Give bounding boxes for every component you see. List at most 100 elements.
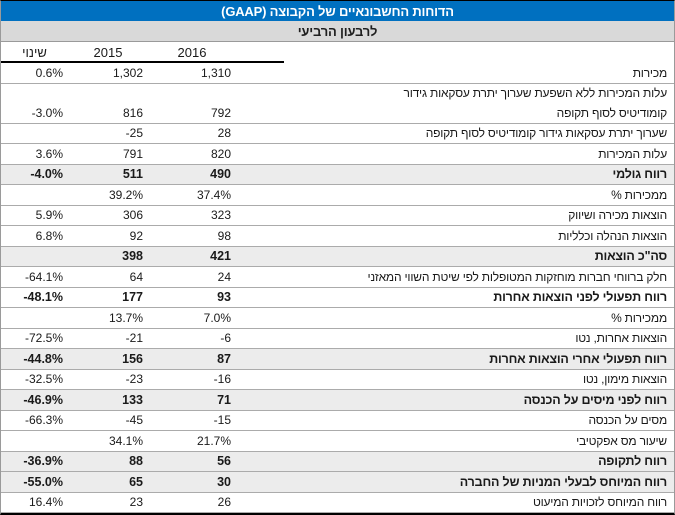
row-label: רווח המיוחס לבעלי המניות של החברה	[459, 474, 667, 489]
row-label: מכירות	[632, 65, 667, 80]
table-row: 0.6% 1,302 1,310 מכירות	[1, 63, 674, 84]
cell-change: -32.5%	[24, 372, 63, 387]
cell-2015: 156	[122, 351, 143, 366]
row-label: רווח גולמי	[612, 167, 668, 182]
cell-2016: 323	[210, 208, 231, 223]
cell-2015: 92	[129, 228, 143, 243]
period-header-bar: לרבעון הרביעי	[1, 21, 674, 42]
row-label: עלות המכירות ללא השפעת שערוך יתרת עסקאות…	[403, 86, 667, 101]
table-row: 16.4% 23 26 רווח המיוחס לזכויות המיעוט	[1, 493, 674, 513]
table-row: 398 421 סה"כ הוצאות	[1, 246, 674, 267]
cell-2015: 306	[122, 208, 143, 223]
table-row: -36.9% 88 56 רווח לתקופה	[1, 451, 674, 472]
cell-2016: -16	[213, 372, 231, 387]
cell-change: 3.6%	[35, 146, 63, 161]
cell-2015: 177	[122, 290, 143, 305]
row-label: שערוך יתרת עסקאות גידור קומודיטיס לסוף ת…	[425, 126, 667, 141]
cell-2015: 34.1%	[108, 433, 143, 448]
row-label: עלות המכירות	[598, 146, 667, 161]
row-label: הוצאות אחרות, נטו	[575, 331, 667, 346]
cell-2015: 398	[122, 249, 143, 264]
column-header-change: שינוי	[22, 45, 47, 60]
cell-2015: 133	[122, 392, 143, 407]
cell-2016: -6	[220, 331, 231, 346]
cell-change: -64.1%	[24, 269, 63, 284]
row-label: חלק ברווחי חברות מוחזקות המטופלות לפי שי…	[367, 269, 668, 284]
table-row: 5.9% 306 323 הוצאות מכירה ושיווק	[1, 206, 674, 226]
cell-2015: 816	[122, 105, 143, 120]
row-label: רווח לתקופה	[598, 454, 667, 469]
cell-change: -3.0%	[31, 105, 63, 120]
row-label: רווח תפעולי לפני הוצאות אחרות	[493, 290, 667, 305]
table-row: 39.2% 37.4% ממכירות %	[1, 185, 674, 206]
cell-2016: 98	[217, 228, 231, 243]
cell-2015: 65	[129, 474, 143, 489]
table-body: 0.6% 1,302 1,310 מכירות עלות המכירות ללא השפ…	[1, 63, 674, 513]
cell-change: 5.9%	[35, 208, 63, 223]
cell-2016: 792	[210, 105, 231, 120]
table-row: 6.8% 92 98 הוצאות הנהלה וכלליות	[1, 226, 674, 247]
cell-2015: 13.7%	[108, 310, 143, 325]
cell-2016: 87	[217, 351, 231, 366]
report-title-bar: הדוחות החשבונאיים של הקבוצה (GAAP)	[1, 1, 674, 21]
cell-2015: 64	[129, 269, 143, 284]
table-row: 13.7% 7.0% ממכירות %	[1, 308, 674, 329]
row-label: רווח לפני מיסים על הכנסה	[523, 392, 668, 407]
cell-2016: 490	[210, 167, 231, 182]
row-label: הוצאות הנהלה וכלליות	[558, 228, 667, 243]
period-header: לרבעון הרביעי	[297, 23, 378, 39]
cell-2016: 93	[217, 290, 231, 305]
cell-2016: 26	[217, 495, 231, 510]
cell-change: -72.5%	[24, 331, 63, 346]
table-row: -32.5% -23 -16 הוצאות מימון, נטו	[1, 370, 674, 390]
table-row: -44.8% 156 87 רווח תפעולי אחרי הוצאות אחרות	[1, 349, 674, 370]
row-label: ממכירות %	[611, 187, 667, 202]
cell-2015: 39.2%	[108, 187, 143, 202]
row-label: סה"כ הוצאות	[594, 249, 667, 264]
cell-2015: -21	[125, 331, 143, 346]
row-label: הוצאות מימון, נטו	[582, 372, 667, 387]
cell-change: -48.1%	[23, 290, 63, 305]
column-header-2015: 2015	[93, 45, 123, 60]
row-label: שיעור מס אפקטיבי	[576, 433, 667, 448]
report-title: הדוחות החשבונאיים של הקבוצה (GAAP)	[221, 3, 454, 19]
cell-2016: 7.0%	[203, 310, 231, 325]
cell-change: -4.0%	[30, 167, 63, 182]
row-label: רווח תפעולי אחרי הוצאות אחרות	[489, 351, 667, 366]
table-row: -48.1% 177 93 רווח תפעולי לפני הוצאות אחרות	[1, 288, 674, 308]
table-row: -3.0% 816 792 קומודיטיס לסוף תקופה	[1, 103, 674, 124]
row-label: מסים על הכנסה	[588, 413, 668, 428]
cell-2016: -15	[213, 413, 231, 428]
cell-change: 6.8%	[35, 228, 63, 243]
cell-2016: 37.4%	[196, 187, 231, 202]
cell-2015: -25	[125, 126, 143, 141]
table-row: -64.1% 64 24 חלק ברווחי חברות מוחזקות המטופ…	[1, 267, 674, 288]
table-row: -46.9% 133 71 רווח לפני מיסים על הכנסה	[1, 390, 674, 411]
cell-change: 0.6%	[35, 65, 63, 80]
table-row: -25 28 שערוך יתרת עסקאות גידור קומודיטיס ל…	[1, 124, 674, 144]
column-header-2016: 2016	[177, 45, 207, 60]
row-label: קומודיטיס לסוף תקופה	[556, 105, 668, 120]
table-row: -72.5% -21 -6 הוצאות אחרות, נטו	[1, 329, 674, 349]
cell-2016: 28	[217, 126, 231, 141]
table-row: -4.0% 511 490 רווח גולמי	[1, 164, 674, 185]
table-row: עלות המכירות ללא השפעת שערוך יתרת עסקאות…	[1, 84, 674, 104]
header-underline	[1, 61, 284, 63]
table-row: 3.6% 791 820 עלות המכירות	[1, 144, 674, 165]
row-label: רווח המיוחס לזכויות המיעוט	[532, 495, 667, 510]
cell-2016: 1,310	[200, 65, 231, 80]
cell-2015: -45	[125, 413, 143, 428]
cell-2016: 30	[217, 474, 231, 489]
cell-2016: 21.7%	[196, 433, 231, 448]
cell-change: -36.9%	[23, 454, 63, 469]
cell-2016: 820	[210, 146, 231, 161]
cell-2015: 1,302	[112, 65, 143, 80]
cell-2016: 56	[217, 454, 231, 469]
row-label: הוצאות מכירה ושיווק	[568, 208, 667, 223]
cell-change: -46.9%	[23, 392, 63, 407]
cell-change: -44.8%	[23, 351, 63, 366]
column-header-row: שינוי 2015 2016	[1, 42, 674, 63]
cell-2015: -23	[125, 372, 143, 387]
cell-2015: 23	[129, 495, 143, 510]
table-row: -66.3% -45 -15 מסים על הכנסה	[1, 411, 674, 431]
